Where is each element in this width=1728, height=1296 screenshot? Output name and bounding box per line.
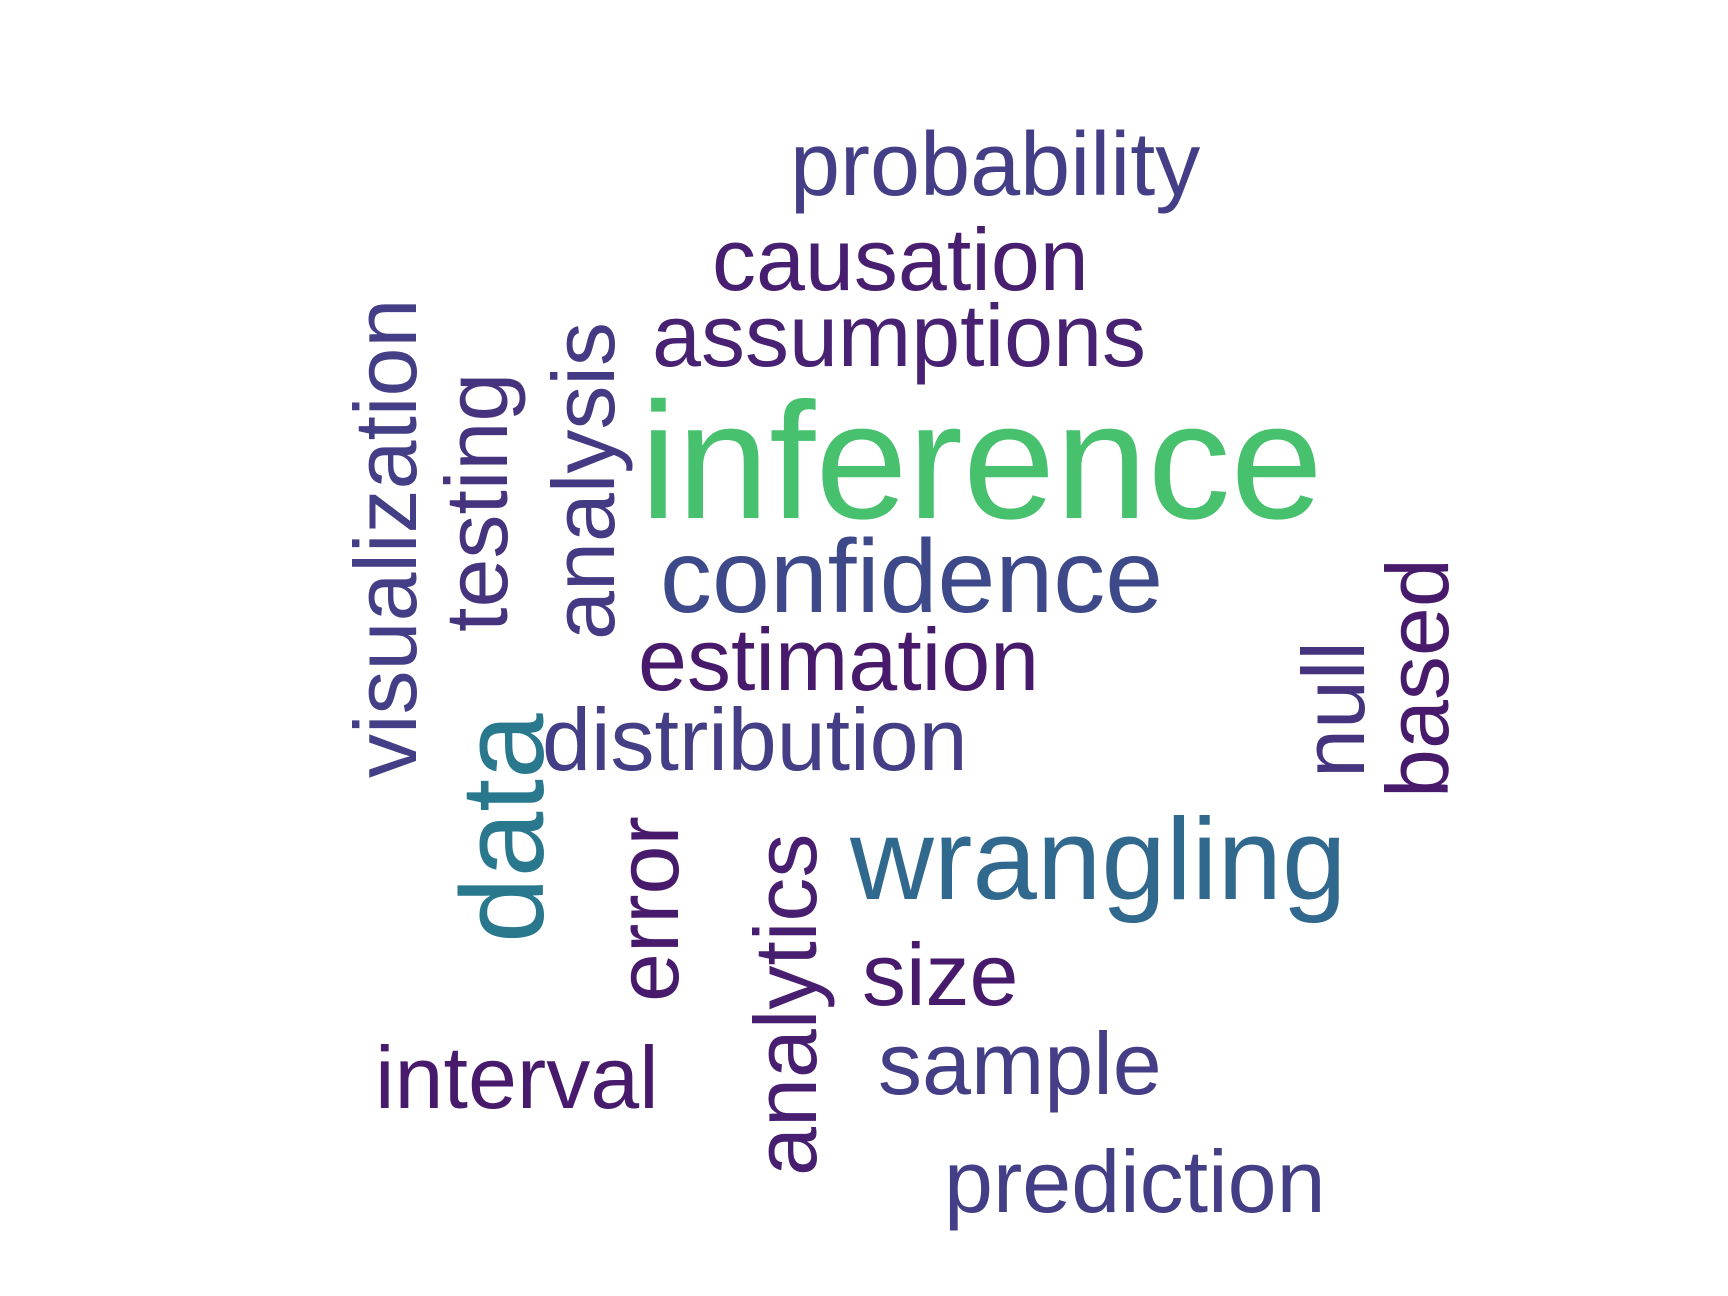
word-wrangling: wrangling bbox=[849, 794, 1347, 924]
word-interval: interval bbox=[375, 1028, 659, 1127]
word-estimation: estimation bbox=[638, 610, 1039, 709]
word-confidence: confidence bbox=[660, 519, 1163, 635]
word-error: error bbox=[598, 816, 697, 1002]
word-sample: sample bbox=[878, 1014, 1162, 1113]
word-based: based bbox=[1368, 558, 1467, 798]
word-data: data bbox=[437, 713, 569, 943]
word-analysis: analysis bbox=[534, 322, 633, 640]
word-causation: causation bbox=[712, 210, 1089, 309]
word-assumptions: assumptions bbox=[652, 286, 1146, 385]
word-probability: probability bbox=[790, 115, 1200, 215]
word-size: size bbox=[862, 925, 1019, 1024]
word-distribution: distribution bbox=[542, 690, 968, 789]
word-prediction: prediction bbox=[944, 1132, 1326, 1231]
word-null: null bbox=[1284, 641, 1383, 778]
word-inference: inference bbox=[640, 369, 1323, 554]
word-testing: testing bbox=[427, 373, 526, 632]
word-analytics: analytics bbox=[736, 834, 835, 1176]
word-visualization: visualization bbox=[336, 299, 435, 778]
